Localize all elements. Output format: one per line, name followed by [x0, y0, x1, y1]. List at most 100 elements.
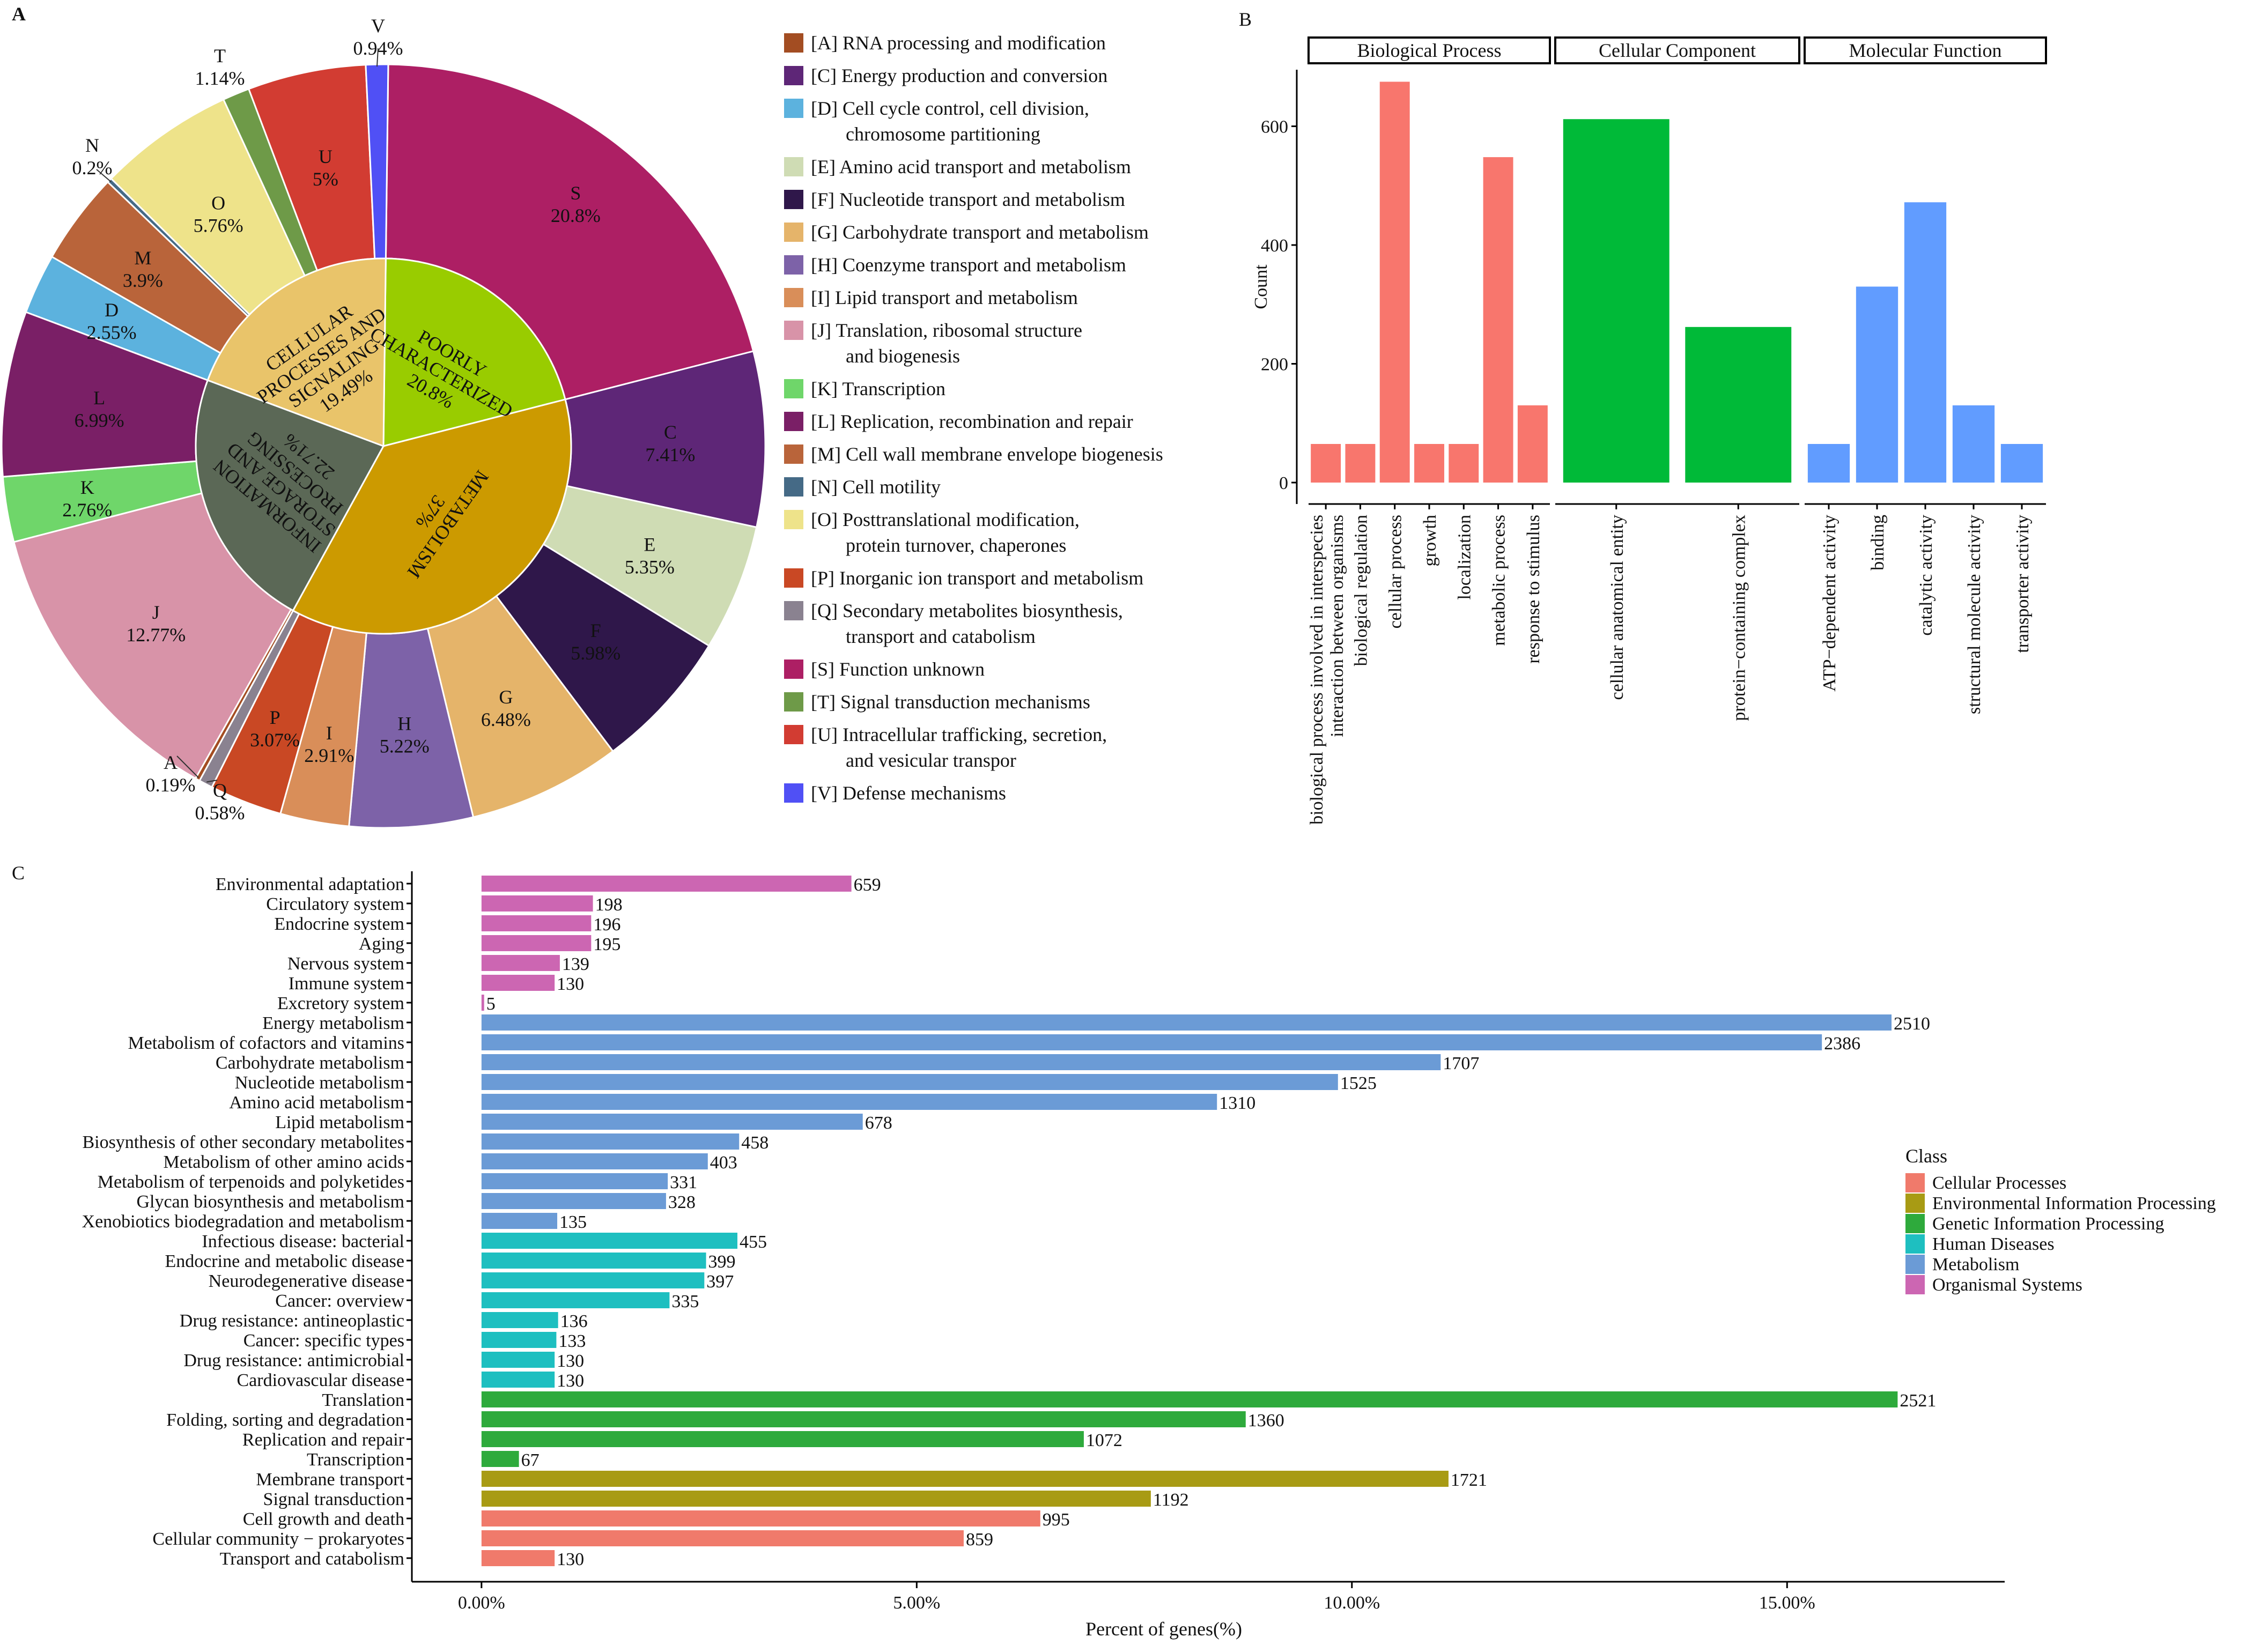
- kegg-bar-cell-growth-and-death: [481, 1510, 1040, 1527]
- go-x-tick-label-protein-containing-complex: protein−containing complex: [1729, 515, 1749, 721]
- go-bar-structural-molecule-activity: [1952, 405, 1995, 483]
- kegg-bar-carbohydrate-metabolism: [481, 1054, 1441, 1070]
- go-x-tick-text: protein−containing complex: [1729, 515, 1749, 721]
- pie-label-code-s: S: [570, 182, 581, 204]
- kegg-bar-metabolism-of-cofactors-and-vitamins: [481, 1034, 1822, 1050]
- go-x-tick-text: transporter activity: [2013, 515, 2033, 653]
- pie-label-pct-p: 3.07%: [250, 729, 300, 751]
- kegg-bar-value-biosynthesis-of-other-secondary-metabolites: 458: [741, 1133, 769, 1153]
- legend-label-m: [M] Cell wall membrane envelope biogenes…: [811, 443, 1163, 465]
- pie-label-pct-t: 1.14%: [195, 68, 245, 89]
- kegg-bar-value-xenobiotics-biodegradation-and-metabolism: 135: [559, 1212, 587, 1232]
- kegg-row-label-circulatory-system: Circulatory system: [266, 894, 404, 914]
- kegg-row-label-amino-acid-metabolism: Amino acid metabolism: [229, 1093, 404, 1113]
- pie-label-code-o: O: [211, 192, 225, 213]
- kegg-bar-infectious-disease-bacterial: [481, 1233, 737, 1249]
- kegg-bar-value-translation: 2521: [1900, 1391, 1936, 1411]
- kegg-bar-value-lipid-metabolism: 678: [865, 1113, 892, 1133]
- kegg-row-label-cardiovascular-disease: Cardiovascular disease: [237, 1370, 405, 1390]
- kegg-row-label-drug-resistance-antineoplastic: Drug resistance: antineoplastic: [180, 1311, 404, 1331]
- pie-label-code-i: I: [326, 722, 333, 744]
- kegg-legend-label-genetic-information-processing: Genetic Information Processing: [1932, 1214, 2164, 1234]
- go-x-tick-text: biological regulation: [1351, 515, 1371, 666]
- kegg-x-tick-label: 5.00%: [893, 1593, 940, 1613]
- kegg-bar-circulatory-system: [481, 895, 593, 912]
- inner-sector-metabolism: [292, 398, 572, 635]
- pie-label-pct-e: 5.35%: [625, 557, 675, 578]
- go-x-tick-text: biological process involved in interspec…: [1307, 515, 1327, 825]
- pie-label-pct-c: 7.41%: [645, 444, 695, 465]
- pie-label-pct-g: 6.48%: [481, 709, 531, 730]
- kegg-bar-glycan-biosynthesis-and-metabolism: [481, 1193, 666, 1209]
- inner-sector-information-storage-and-processing: [195, 379, 385, 612]
- pie-label-code-c: C: [664, 421, 677, 443]
- go-x-tick-label-localization: localization: [1454, 515, 1474, 600]
- legend-label-a: [A] RNA processing and modification: [811, 32, 1106, 54]
- kegg-legend-swatch-metabolism: [1905, 1255, 1925, 1274]
- kegg-row-label-endocrine-system: Endocrine system: [274, 914, 404, 934]
- go-x-tick-label-atp-dependent-activity: ATP−dependent activity: [1820, 515, 1839, 692]
- legend-label-o: [O] Posttranslational modification,: [811, 509, 1080, 530]
- pie-label-pct-j: 12.77%: [126, 624, 186, 646]
- pie-label-code-g: G: [499, 686, 513, 708]
- kegg-bar-amino-acid-metabolism: [481, 1094, 1217, 1110]
- go-facet-strip-biological-process: [1307, 36, 1551, 64]
- pie-label-code-u: U: [319, 146, 333, 167]
- kegg-bar-value-metabolism-of-other-amino-acids: 403: [710, 1153, 737, 1173]
- kegg-legend-label-cellular-processes: Cellular Processes: [1932, 1173, 2066, 1193]
- kegg-bar-biosynthesis-of-other-secondary-metabolites: [481, 1133, 740, 1150]
- pie-label-code-a: A: [164, 752, 178, 773]
- kegg-row-label-cancer-overview: Cancer: overview: [275, 1291, 404, 1311]
- kegg-row-label-signal-transduction: Signal transduction: [263, 1490, 404, 1509]
- kegg-row-label-neurodegenerative-disease: Neurodegenerative disease: [209, 1271, 404, 1291]
- inner-sector-poorly-characterized: [382, 257, 566, 447]
- go-bar-cellular-process: [1379, 81, 1410, 483]
- kegg-row-label-metabolism-of-terpenoids-and-polyketides: Metabolism of terpenoids and polyketides: [98, 1172, 404, 1192]
- kegg-row-label-aging: Aging: [359, 934, 404, 954]
- kegg-row-label-folding-sorting-and-degradation: Folding, sorting and degradation: [166, 1410, 404, 1430]
- kegg-bar-translation: [481, 1391, 1898, 1407]
- kegg-row-label-cellular-community-prokaryotes: Cellular community − prokaryotes: [152, 1529, 404, 1549]
- legend-swatch-g: [784, 223, 803, 242]
- go-x-tick-text: ATP−dependent activity: [1820, 515, 1839, 692]
- kegg-row-label-endocrine-and-metabolic-disease: Endocrine and metabolic disease: [165, 1251, 404, 1271]
- go-bar-protein-containing-complex: [1685, 327, 1792, 483]
- pie-label-pct-h: 5.22%: [380, 736, 430, 757]
- kegg-bar-lipid-metabolism: [481, 1114, 863, 1130]
- kegg-bar-excretory-system: [481, 995, 484, 1011]
- kegg-bar-value-membrane-transport: 1721: [1451, 1470, 1487, 1490]
- legend-swatch-s: [784, 660, 803, 679]
- cog-legend: [A] RNA processing and modification [C] E…: [784, 32, 1163, 804]
- legend-label-t: [T] Signal transduction mechanisms: [811, 691, 1090, 713]
- go-facet-title-cellular-component: Cellular Component: [1599, 40, 1756, 61]
- go-x-tick-text: cellular process: [1386, 515, 1406, 628]
- legend-swatch-e: [784, 157, 803, 176]
- legend-label-f: [F] Nucleotide transport and metabolism: [811, 189, 1125, 210]
- pie-label-code-j: J: [152, 602, 160, 623]
- kegg-bar-endocrine-system: [481, 915, 592, 931]
- pie-leader-q: [206, 780, 218, 783]
- inner-sector-cellular-processes-and-signaling: [206, 257, 387, 448]
- legend-swatch-d: [784, 99, 803, 118]
- legend-label-d: [D] Cell cycle control, cell division,: [811, 98, 1089, 119]
- kegg-row-label-lipid-metabolism: Lipid metabolism: [275, 1113, 404, 1132]
- legend-swatch-j: [784, 321, 803, 340]
- legend-label-k: [K] Transcription: [811, 378, 945, 399]
- kegg-bar-value-immune-system: 130: [557, 974, 584, 994]
- go-x-tick-text: structural molecule activity: [1964, 515, 1984, 714]
- kegg-bar-value-metabolism-of-cofactors-and-vitamins: 2386: [1824, 1034, 1860, 1054]
- legend-label-q-line2: transport and catabolism: [846, 626, 1036, 647]
- kegg-bar-metabolism-of-terpenoids-and-polyketides: [481, 1173, 668, 1189]
- kegg-legend-swatch-human-diseases: [1905, 1234, 1925, 1254]
- kegg-bar-value-amino-acid-metabolism: 1310: [1219, 1093, 1255, 1113]
- kegg-legend-label-human-diseases: Human Diseases: [1932, 1234, 2055, 1254]
- kegg-legend-swatch-cellular-processes: [1905, 1173, 1925, 1192]
- go-x-tick-text: catalytic activity: [1916, 515, 1936, 636]
- legend-swatch-q: [784, 601, 803, 620]
- go-x-tick-label-biological-process-involved-in-interspecies: biological process involved in interspec…: [1307, 515, 1347, 825]
- kegg-bar-drug-resistance-antimicrobial: [481, 1352, 555, 1368]
- kegg-bar-value-nervous-system: 139: [562, 954, 589, 974]
- kegg-bar-replication-and-repair: [481, 1431, 1084, 1447]
- pie-label-pct-m: 3.9%: [123, 270, 163, 291]
- kegg-row-label-replication-and-repair: Replication and repair: [242, 1430, 405, 1450]
